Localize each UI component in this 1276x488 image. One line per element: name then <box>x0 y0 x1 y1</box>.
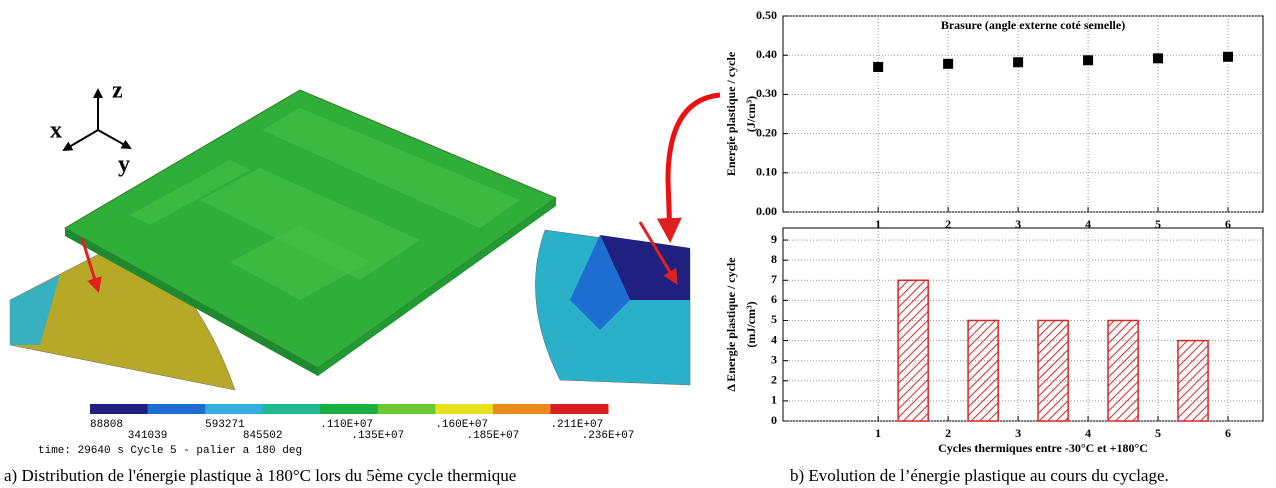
x-tick-label: 4 <box>1085 426 1091 440</box>
x-tick-label: 3 <box>1015 426 1021 440</box>
colorbar-label: .110E+07 <box>320 419 373 431</box>
colorbar-band <box>90 404 149 414</box>
colorbar-band <box>377 404 436 414</box>
colorbar-band <box>147 404 206 414</box>
bar <box>1177 339 1209 422</box>
x-axis-label: Cycles thermiques entre -30°C et +180°C <box>938 441 1148 455</box>
colorbar-band <box>262 404 321 414</box>
axis-x-label: x <box>50 118 62 144</box>
colorbar-band <box>320 404 379 414</box>
y-axis-label: Energie plastique / cycle <box>724 51 738 176</box>
y-axis-label: (mJ/cm³) <box>744 301 758 347</box>
time-label: time: 29640 s Cycle 5 - palier a 180 deg <box>38 445 302 457</box>
x-tick-label: 6 <box>1225 426 1231 440</box>
caption-b: b) Evolution de l’énergie plastique au c… <box>790 466 1169 485</box>
colorbar-band <box>205 404 264 414</box>
y-tick-label: 6 <box>771 292 777 306</box>
y-tick-label: 4 <box>771 332 777 346</box>
y-tick-label: 0.10 <box>756 165 777 179</box>
y-axis-label: (J/cm³) <box>744 96 758 132</box>
bar <box>1107 319 1139 422</box>
x-tick-label: 1 <box>875 217 881 231</box>
y-tick-label: 0 <box>771 413 777 427</box>
y-tick-label: 9 <box>771 232 777 246</box>
y-tick-label: 5 <box>771 312 777 326</box>
colorbar-label: .185E+07 <box>466 430 519 442</box>
colorbar-band <box>550 404 609 414</box>
colorbar-label: 593271 <box>205 419 245 431</box>
x-tick-label: 2 <box>945 217 951 231</box>
data-point <box>1083 55 1094 66</box>
data-point <box>943 58 954 69</box>
data-point <box>1223 51 1234 62</box>
data-point <box>1153 53 1164 64</box>
colorbar-label: 88808 <box>90 419 123 431</box>
y-tick-label: 0.20 <box>756 125 777 139</box>
x-tick-label: 6 <box>1225 217 1231 231</box>
bar <box>967 319 999 422</box>
data-point <box>873 61 884 72</box>
y-tick-label: 7 <box>771 272 777 286</box>
y-tick-label: 2 <box>771 373 777 387</box>
colorbar-label: .211E+07 <box>550 419 603 431</box>
colorbar-label: .236E+07 <box>582 430 635 442</box>
y-tick-label: 3 <box>771 352 777 366</box>
chart-title: Brasure (angle externe coté semelle) <box>941 18 1125 32</box>
caption-a: a) Distribution de l'énergie plastique à… <box>4 466 516 485</box>
colorbar-label: 845502 <box>243 430 283 442</box>
y-tick-label: 0.50 <box>756 8 777 22</box>
y-tick-label: 8 <box>771 252 777 266</box>
charts: 0.00 0.10 0.20 0.30 0.40 0.50 1 2 3 4 5 6 Energie pl… <box>724 8 1264 455</box>
x-tick-label: 4 <box>1085 217 1091 231</box>
y-tick-label: 0.40 <box>756 47 777 61</box>
colorbar-label: 341039 <box>128 430 168 442</box>
x-tick-label: 5 <box>1155 217 1161 231</box>
bar <box>897 279 929 422</box>
x-tick-label: 2 <box>945 426 951 440</box>
y-axis-label: Δ Energie plastique / cycle <box>724 257 738 392</box>
bar <box>1037 319 1069 422</box>
colorbar-band <box>492 404 551 414</box>
colorbar-label: .135E+07 <box>351 430 404 442</box>
y-tick-label: 1 <box>771 393 777 407</box>
y-tick-label: 0.30 <box>756 86 777 100</box>
fea-image <box>9 88 721 391</box>
axis-y-label: y <box>118 152 130 178</box>
axis-z-label: z <box>112 78 123 104</box>
colorbar-band <box>435 404 494 414</box>
x-tick-label: 5 <box>1155 426 1161 440</box>
plot-frame <box>782 15 1264 213</box>
x-tick-label: 1 <box>875 426 881 440</box>
y-tick-label: 0.00 <box>756 204 777 218</box>
colorbar-label: .160E+07 <box>435 419 488 431</box>
data-point <box>1013 57 1024 68</box>
x-tick-label: 3 <box>1015 217 1021 231</box>
